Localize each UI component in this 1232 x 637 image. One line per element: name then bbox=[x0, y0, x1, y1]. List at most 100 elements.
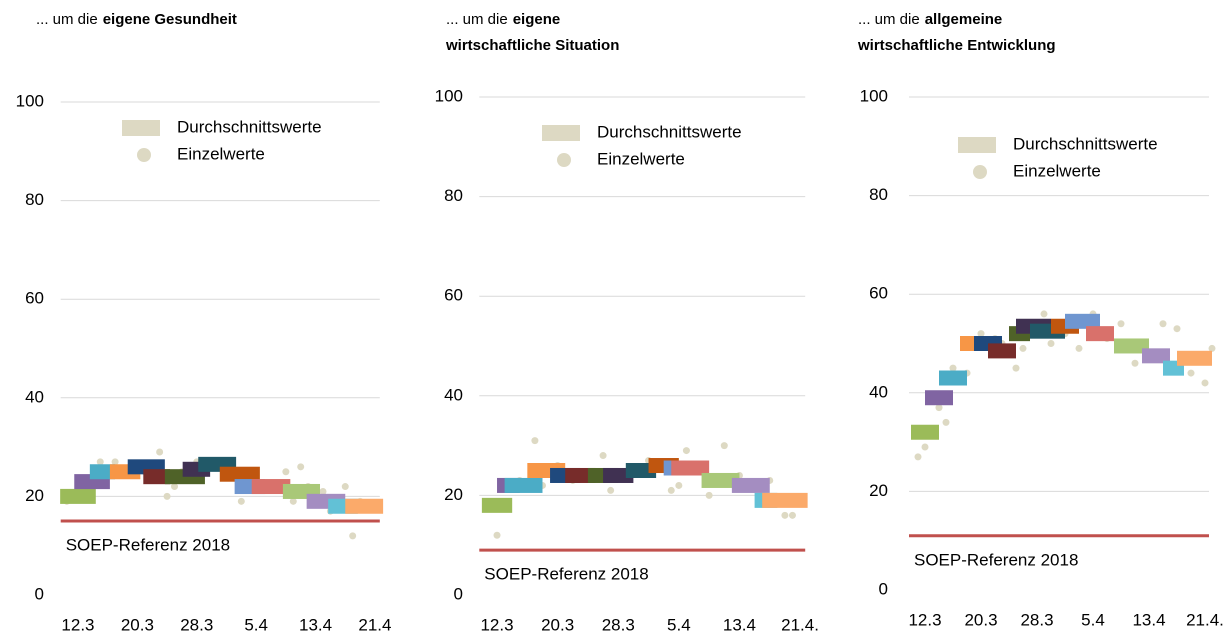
y-tick-label: 0 bbox=[454, 584, 463, 603]
legend-label: Einzelwerte bbox=[177, 144, 265, 163]
y-tick-label: 60 bbox=[869, 284, 888, 303]
single-value-dot bbox=[1019, 344, 1027, 352]
y-tick-label: 80 bbox=[444, 186, 463, 205]
y-tick-label: 80 bbox=[25, 190, 44, 209]
single-value-dot bbox=[493, 531, 501, 539]
single-value-dot bbox=[237, 497, 245, 505]
reference-label: SOEP-Referenz 2018 bbox=[66, 536, 230, 555]
panel: ... um die allgemeine wirtschaftliche Entw… bbox=[857, 11, 1224, 630]
single-value-dot bbox=[1187, 369, 1195, 377]
single-value-dot bbox=[914, 453, 922, 461]
single-value-dot bbox=[935, 404, 943, 412]
single-value-dot bbox=[921, 443, 929, 451]
single-value-dot bbox=[1012, 364, 1020, 372]
x-tick-label: 13.4 bbox=[1132, 610, 1165, 629]
single-value-dot bbox=[1201, 379, 1209, 387]
average-bar bbox=[219, 466, 260, 482]
average-bar bbox=[701, 472, 740, 488]
y-tick-label: 40 bbox=[444, 385, 463, 404]
single-value-dot bbox=[297, 463, 305, 471]
average-bar bbox=[988, 343, 1016, 359]
single-value-dot bbox=[1040, 310, 1048, 318]
legend-dot bbox=[973, 165, 987, 179]
title-line: wirtschaftliche Situation bbox=[445, 37, 619, 54]
average-bar bbox=[143, 469, 171, 485]
single-value-dot bbox=[96, 458, 104, 466]
y-tick-label: 100 bbox=[435, 86, 463, 105]
single-value-dot bbox=[682, 447, 690, 455]
reference-label: SOEP-Referenz 2018 bbox=[914, 550, 1078, 569]
single-value-dot bbox=[170, 483, 178, 491]
legend-label: Durchschnittswerte bbox=[1013, 134, 1158, 153]
legend-label: Einzelwerte bbox=[1013, 161, 1101, 180]
single-value-dot bbox=[607, 486, 615, 494]
single-value-dot bbox=[781, 511, 789, 519]
x-tick-label: 21.4 bbox=[358, 615, 391, 634]
x-tick-label: 13.4 bbox=[299, 615, 332, 634]
single-value-dot bbox=[977, 330, 985, 338]
title-line: eigene Gesundheit bbox=[103, 11, 237, 28]
panel-title: ... um die eigene wirtschaftliche Situatio… bbox=[445, 11, 619, 54]
y-tick-label: 100 bbox=[860, 86, 888, 105]
x-tick-label: 28.3 bbox=[1020, 610, 1053, 629]
x-tick-label: 20.3 bbox=[541, 615, 574, 634]
reference-label: SOEP-Referenz 2018 bbox=[484, 565, 648, 584]
legend-label: Durchschnittswerte bbox=[597, 122, 742, 141]
single-value-dot bbox=[1208, 344, 1216, 352]
average-bar bbox=[481, 497, 513, 513]
y-tick-label: 40 bbox=[869, 382, 888, 401]
y-tick-label: 0 bbox=[879, 579, 888, 598]
average-bar bbox=[731, 477, 770, 493]
single-value-dot bbox=[949, 364, 957, 372]
x-tick-label: 5.4 bbox=[244, 615, 268, 634]
average-bar bbox=[1177, 350, 1212, 366]
single-value-dot bbox=[163, 492, 171, 500]
single-value-dot bbox=[289, 497, 297, 505]
single-value-dot bbox=[1047, 340, 1055, 347]
average-bar bbox=[939, 370, 967, 386]
legend-swatch bbox=[122, 120, 160, 136]
x-tick-label: 5.4 bbox=[1081, 610, 1105, 629]
legend-label: Durchschnittswerte bbox=[177, 117, 322, 136]
x-tick-label: 5.4 bbox=[667, 615, 691, 634]
y-tick-label: 80 bbox=[869, 185, 888, 204]
average-bar bbox=[1114, 338, 1149, 354]
legend-dot bbox=[557, 153, 571, 167]
x-tick-label: 21.4. bbox=[781, 615, 819, 634]
legend-swatch bbox=[542, 125, 580, 141]
single-value-dot bbox=[667, 486, 675, 494]
panel-title: ... um die eigene Gesundheit bbox=[36, 11, 237, 28]
title-line: wirtschaftliche Entwicklung bbox=[857, 37, 1056, 54]
title-lead: ... um die bbox=[446, 11, 508, 28]
single-value-dot bbox=[531, 437, 539, 445]
average-bar bbox=[1142, 348, 1170, 364]
average-bar bbox=[762, 492, 808, 508]
panel-title: ... um die allgemeine wirtschaftliche Entw… bbox=[857, 11, 1056, 54]
single-value-dot bbox=[675, 481, 683, 489]
average-bar bbox=[1065, 313, 1100, 329]
average-bar bbox=[925, 390, 953, 406]
single-value-dot bbox=[319, 487, 327, 495]
y-tick-label: 60 bbox=[25, 289, 44, 308]
single-value-dot bbox=[1159, 320, 1167, 328]
average-bar bbox=[89, 464, 116, 480]
single-value-dot bbox=[111, 458, 119, 466]
single-value-dot bbox=[282, 468, 290, 476]
y-tick-label: 20 bbox=[25, 486, 44, 505]
single-value-dot bbox=[720, 442, 728, 450]
average-bar bbox=[60, 488, 96, 504]
single-value-dot bbox=[788, 511, 796, 519]
title-line: eigene bbox=[513, 11, 561, 28]
y-tick-label: 0 bbox=[35, 584, 44, 603]
single-value-dot bbox=[705, 491, 713, 499]
legend-dot bbox=[137, 148, 151, 162]
single-value-dot bbox=[1131, 359, 1139, 367]
x-tick-label: 12.3 bbox=[61, 615, 94, 634]
y-tick-label: 20 bbox=[444, 485, 463, 504]
y-tick-label: 60 bbox=[444, 286, 463, 305]
single-value-dot bbox=[599, 452, 607, 460]
legend-label: Einzelwerte bbox=[597, 149, 685, 168]
x-tick-label: 21.4. bbox=[1186, 610, 1224, 629]
x-tick-label: 28.3 bbox=[180, 615, 213, 634]
